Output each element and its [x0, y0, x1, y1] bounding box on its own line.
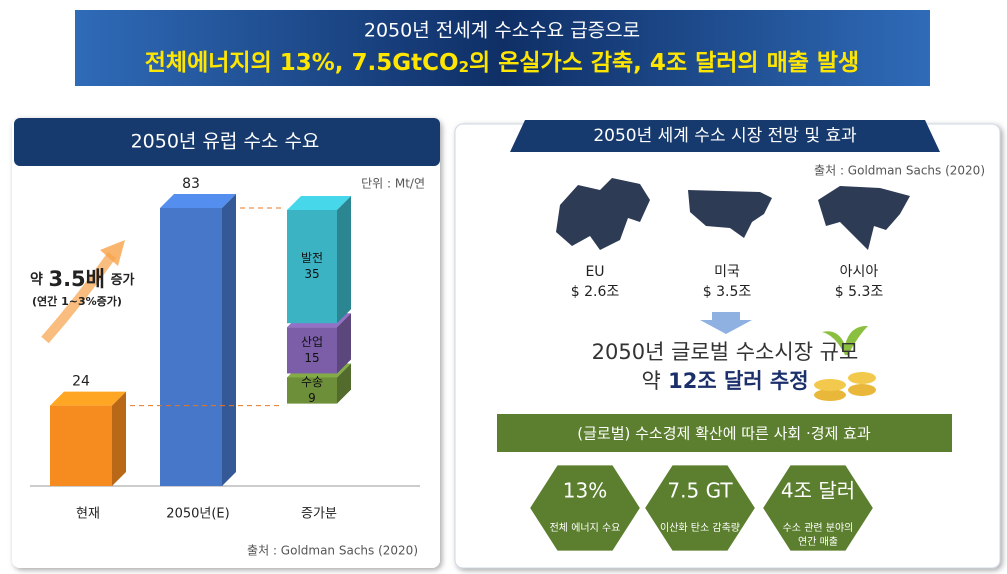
header-line1: 2050년 전세계 수소수요 급증으로: [364, 20, 640, 42]
down-arrow: [700, 312, 752, 334]
effect-hexagon: [642, 463, 758, 553]
annotation-emph: 3.5배: [48, 267, 105, 291]
header-subscript: 2: [459, 58, 469, 76]
growth-arrow-head: [100, 240, 125, 266]
effect-hexagon: [760, 463, 876, 553]
segment: [287, 210, 337, 324]
effect-value: 7.5 GT: [667, 479, 733, 503]
sprout: [822, 325, 868, 355]
effect-label: 전체 에너지 수요: [550, 522, 621, 534]
header-line2: 전체에너지의 13%, 7.5GtCO2의 온실가스 감축, 4조 달러의 매출…: [145, 50, 859, 77]
segment-name: 수송: [301, 375, 323, 389]
segment-name: 발전: [301, 251, 323, 265]
bar-side: [222, 194, 236, 486]
map-eu: [556, 178, 650, 250]
chart: 현재 24 2050년(E) 83 증가분 수송 9 산업 15 발전 35: [50, 176, 351, 522]
headline: 2050년 글로벌 수소시장 규모: [592, 340, 859, 364]
annotation-note: (연간 1~3%증가): [32, 294, 122, 308]
segment-side: [337, 313, 351, 374]
chart-title: 2050년 유럽 수소 수요: [131, 131, 320, 153]
effect-label: 수소 관련 분야의: [783, 522, 854, 534]
effects-banner: [497, 414, 952, 452]
effect-label: 이산화 탄소 감축량: [660, 522, 740, 534]
banner-text: (글로벌) 수소경제 확산에 따른 사회 ·경제 효과: [577, 425, 871, 443]
effect-label: 연간 매출: [798, 536, 838, 548]
segment-value: 15: [304, 351, 319, 365]
region-value: $ 2.6조: [571, 284, 620, 300]
header-text: 전체에너지의 13%, 7.5GtCO: [145, 50, 459, 76]
bar-top: [50, 391, 126, 406]
unit-label: 단위 : Mt/연: [361, 177, 425, 191]
segment-side: [337, 363, 351, 404]
estimate-value: 12조 달러 추정: [668, 369, 808, 393]
annotation-text: 약: [30, 271, 43, 288]
segment-value: 35: [304, 267, 319, 281]
segment: [287, 327, 337, 374]
market-source: 출처 : Goldman Sachs (2020): [814, 164, 985, 178]
segment-name: 산업: [301, 335, 323, 349]
coin: [814, 389, 846, 401]
data-label: 83: [182, 176, 200, 192]
annotation: 약 3.5배 증가: [30, 267, 135, 291]
coins: [814, 325, 876, 401]
right-title-band: [510, 120, 940, 152]
coin: [814, 379, 846, 391]
growth-arrow: [41, 252, 117, 344]
map-usa: [688, 190, 772, 238]
effect-value: 4조 달러: [781, 479, 855, 503]
annotation-text: 증가: [111, 273, 135, 288]
source: 출처 : Goldman Sachs (2020): [247, 544, 418, 558]
header-text: 의 온실가스 감축, 4조 달러의 매출 발생: [469, 50, 859, 76]
header-band: [75, 10, 930, 86]
effect-hexagon: [527, 463, 643, 553]
segment-top: [287, 196, 351, 210]
estimate: 약 12조 달러 추정: [641, 369, 808, 393]
coin: [848, 384, 876, 396]
x-tick-label: 2050년(E): [166, 507, 229, 522]
left-title-band: [14, 118, 440, 166]
region-name: EU: [585, 264, 604, 280]
region-value: $ 5.3조: [835, 284, 884, 300]
estimate-prefix: 약: [641, 369, 660, 393]
data-label: 24: [72, 374, 90, 390]
region-name: 아시아: [840, 264, 879, 280]
map-asia: [818, 186, 910, 250]
x-tick-label: 현재: [76, 507, 100, 522]
segment: [287, 377, 337, 404]
x-tick-label: 증가분: [301, 507, 337, 522]
segment-value: 9: [308, 391, 316, 405]
bar-top: [160, 194, 236, 208]
bar: [160, 208, 222, 486]
market-title: 2050년 세계 수소 시장 전망 및 효과: [593, 126, 857, 146]
effect-value: 13%: [563, 479, 607, 503]
segment-side: [337, 196, 351, 324]
region-name: 미국: [714, 264, 740, 280]
region-value: $ 3.5조: [703, 284, 752, 300]
market-items: EU $ 2.6조 미국 $ 3.5조 아시아 $ 5.3조 13% 전체 에너지 수요 7.5…: [527, 264, 884, 553]
bar-side: [112, 391, 126, 486]
coin: [848, 372, 876, 384]
bar: [50, 405, 112, 486]
